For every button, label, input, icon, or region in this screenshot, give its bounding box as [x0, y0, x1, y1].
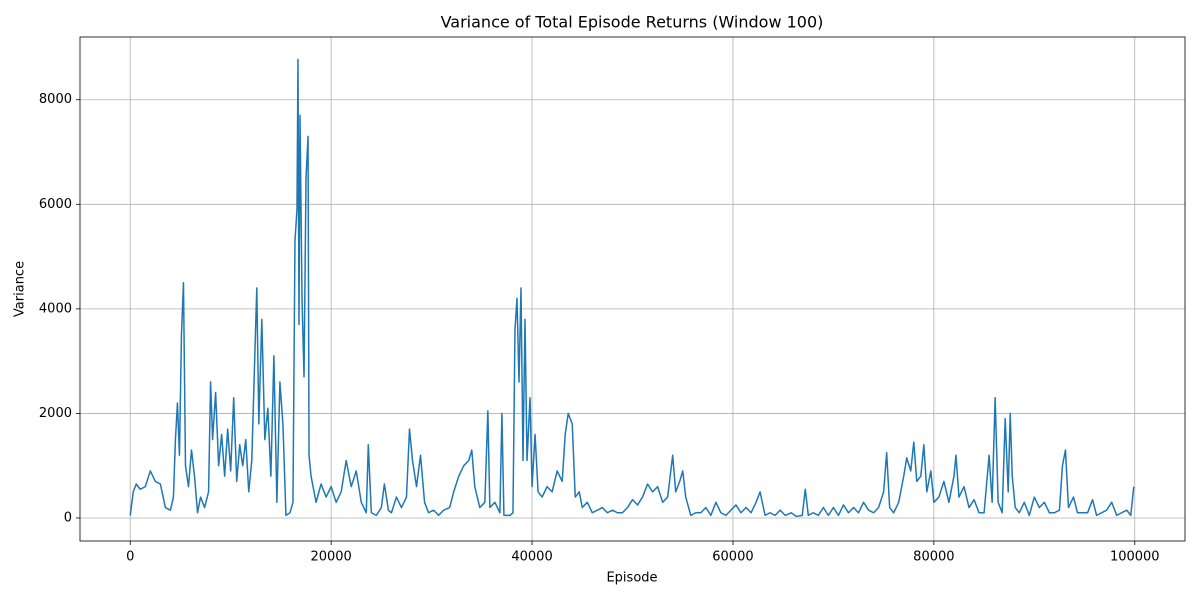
x-tick-label: 100000	[1110, 550, 1160, 565]
x-tick-label: 0	[126, 550, 134, 565]
x-tick-label: 20000	[310, 550, 351, 565]
x-tick-label: 80000	[913, 550, 954, 565]
y-tick-label: 0	[64, 510, 72, 525]
y-tick-label: 6000	[39, 197, 72, 212]
y-axis-label: Variance	[13, 261, 28, 317]
y-tick-label: 8000	[39, 92, 72, 107]
plot-frame	[79, 36, 1186, 542]
y-tick-label: 2000	[39, 406, 72, 421]
chart-title: Variance of Total Episode Returns (Windo…	[441, 13, 824, 32]
y-tick-label: 4000	[39, 301, 72, 316]
x-tick-label: 60000	[712, 550, 753, 565]
data-line	[129, 58, 1135, 518]
x-axis-label: Episode	[606, 571, 657, 586]
x-tick-label: 40000	[511, 550, 552, 565]
